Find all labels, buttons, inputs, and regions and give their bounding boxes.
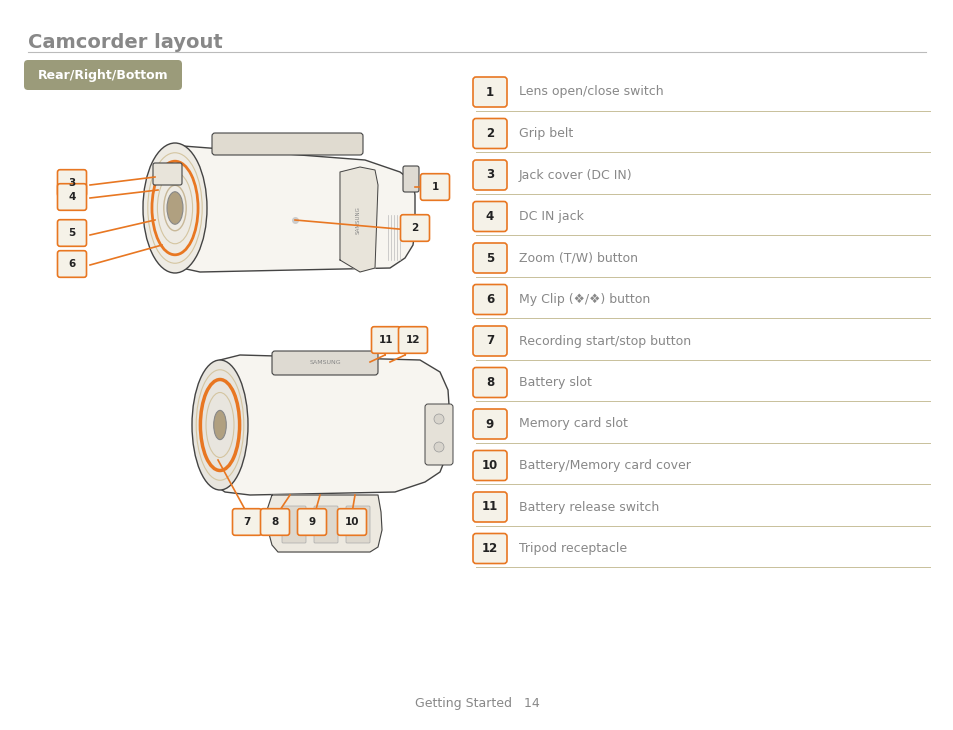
FancyBboxPatch shape [398,327,427,353]
FancyBboxPatch shape [473,285,506,315]
Text: DC IN jack: DC IN jack [518,210,583,223]
FancyBboxPatch shape [473,367,506,398]
Text: 7: 7 [243,517,251,527]
Text: Lens open/close switch: Lens open/close switch [518,85,663,99]
Ellipse shape [434,442,443,452]
Text: Zoom (T/W) button: Zoom (T/W) button [518,252,638,264]
FancyBboxPatch shape [371,327,400,353]
Text: 4: 4 [69,192,75,202]
Text: 3: 3 [485,169,494,182]
FancyBboxPatch shape [272,351,377,375]
Text: 9: 9 [485,418,494,431]
FancyBboxPatch shape [24,60,182,90]
Polygon shape [198,355,450,495]
Text: SAMSUNG: SAMSUNG [309,361,340,366]
FancyBboxPatch shape [473,201,506,231]
Text: Grip belt: Grip belt [518,127,573,140]
Text: 7: 7 [485,334,494,347]
Text: Memory card slot: Memory card slot [518,418,627,431]
FancyBboxPatch shape [57,250,87,277]
Text: 5: 5 [485,252,494,264]
FancyBboxPatch shape [57,169,87,196]
Text: Camcorder layout: Camcorder layout [28,33,222,52]
Ellipse shape [143,143,207,273]
FancyBboxPatch shape [282,506,306,543]
Polygon shape [339,167,377,272]
FancyBboxPatch shape [402,166,418,192]
Ellipse shape [434,414,443,424]
Text: 9: 9 [308,517,315,527]
Polygon shape [152,145,415,272]
Text: 1: 1 [485,85,494,99]
FancyBboxPatch shape [473,450,506,480]
Text: My Clip (❖/❖) button: My Clip (❖/❖) button [518,293,650,306]
Text: 5: 5 [69,228,75,238]
Text: 2: 2 [411,223,418,233]
FancyBboxPatch shape [420,174,449,200]
FancyBboxPatch shape [260,509,289,535]
Text: 11: 11 [481,501,497,513]
FancyBboxPatch shape [473,492,506,522]
FancyBboxPatch shape [152,163,182,185]
Text: Jack cover (DC IN): Jack cover (DC IN) [518,169,632,182]
Polygon shape [267,495,381,552]
Text: Battery slot: Battery slot [518,376,591,389]
FancyBboxPatch shape [473,534,506,564]
FancyBboxPatch shape [400,215,429,242]
Ellipse shape [213,410,226,439]
Text: 6: 6 [69,259,75,269]
FancyBboxPatch shape [57,220,87,246]
FancyBboxPatch shape [473,118,506,148]
Text: 4: 4 [485,210,494,223]
Text: 8: 8 [271,517,278,527]
FancyBboxPatch shape [233,509,261,535]
FancyBboxPatch shape [57,184,87,210]
FancyBboxPatch shape [473,160,506,190]
FancyBboxPatch shape [473,409,506,439]
Text: 12: 12 [481,542,497,555]
FancyBboxPatch shape [337,509,366,535]
Text: Recording start/stop button: Recording start/stop button [518,334,690,347]
Text: 6: 6 [485,293,494,306]
FancyBboxPatch shape [424,404,453,465]
Text: Battery release switch: Battery release switch [518,501,659,513]
Text: Getting Started   14: Getting Started 14 [415,697,538,710]
FancyBboxPatch shape [473,243,506,273]
Ellipse shape [192,360,248,490]
Text: 3: 3 [69,178,75,188]
Text: 10: 10 [344,517,359,527]
Text: Rear/Right/Bottom: Rear/Right/Bottom [38,69,168,82]
Text: 12: 12 [405,335,420,345]
Ellipse shape [167,192,183,224]
Text: 2: 2 [485,127,494,140]
Text: Battery/Memory card cover: Battery/Memory card cover [518,459,690,472]
FancyBboxPatch shape [346,506,370,543]
FancyBboxPatch shape [473,326,506,356]
FancyBboxPatch shape [297,509,326,535]
Text: 10: 10 [481,459,497,472]
Text: 11: 11 [378,335,393,345]
FancyBboxPatch shape [314,506,337,543]
Text: 8: 8 [485,376,494,389]
Text: Tripod receptacle: Tripod receptacle [518,542,626,555]
FancyBboxPatch shape [212,133,363,155]
Text: 1: 1 [431,182,438,192]
Text: SAMSUNG: SAMSUNG [355,206,360,234]
FancyBboxPatch shape [473,77,506,107]
